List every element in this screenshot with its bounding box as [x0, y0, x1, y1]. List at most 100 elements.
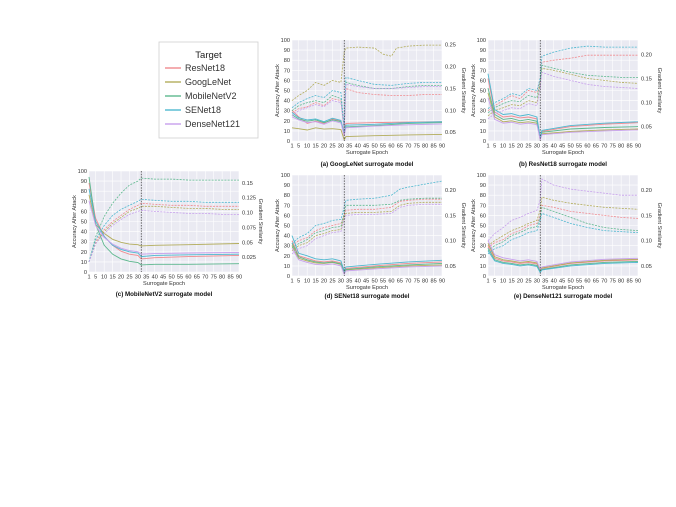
ytick-left: 100	[477, 38, 486, 44]
xtick: 40	[152, 275, 158, 281]
series-similarity-densenet121	[487, 240, 639, 271]
xtick: 15	[508, 279, 514, 285]
xtick: 50	[371, 279, 377, 285]
ytick-left: 20	[81, 250, 87, 256]
legend-label-mobilenetv2: MobileNetV2	[185, 91, 237, 101]
xtick: 85	[430, 279, 436, 285]
xtick: 1	[486, 279, 489, 285]
ytick-left: 70	[81, 199, 87, 205]
ytick-left: 0	[483, 139, 486, 145]
xtick: 60	[185, 275, 191, 281]
panel-caption: (b) ResNet18 surrogate model	[519, 161, 607, 168]
xlabel: Surrogate Epoch	[143, 281, 185, 287]
xtick: 80	[422, 144, 428, 150]
series-similarity-mobilenetv2	[291, 243, 443, 275]
xtick: 10	[304, 144, 310, 150]
legend: Target ResNet18 GoogLeNet MobileNetV2 SENet…	[158, 41, 259, 139]
xtick: 30	[534, 279, 540, 285]
xtick: 40	[355, 144, 361, 150]
xtick: 35	[542, 279, 548, 285]
xtick: 65	[593, 144, 599, 150]
xtick: 30	[338, 279, 344, 285]
ytick-left: 10	[284, 129, 290, 135]
ytick-left: 60	[480, 213, 486, 219]
xtick: 45	[363, 144, 369, 150]
series-accuracy-senet18	[88, 198, 239, 263]
ytick-left: 60	[81, 209, 87, 215]
series-accuracy-resnet18	[487, 204, 639, 249]
ytick-left: 80	[480, 193, 486, 199]
xtick: 70	[601, 279, 607, 285]
series-accuracy-resnet18	[487, 54, 638, 112]
xtick: 65	[194, 275, 200, 281]
ylabel-right: Gradient Similarity	[656, 203, 662, 249]
ytick-right: 0.10	[242, 211, 253, 217]
ytick-left: 90	[480, 48, 486, 54]
xtick: 75	[414, 279, 420, 285]
ytick-left: 60	[284, 78, 290, 84]
series-accuracy-googlenet	[291, 201, 442, 252]
ytick-left: 100	[281, 38, 290, 44]
ytick-left: 20	[480, 254, 486, 260]
series-similarity-senet18	[291, 235, 443, 273]
series-accuracy-densenet121	[487, 71, 639, 120]
ytick-right: 0.20	[641, 52, 652, 58]
xtick: 50	[168, 275, 174, 281]
xtick: 90	[635, 279, 641, 285]
xtick: 25	[525, 279, 531, 285]
ytick-left: 30	[480, 244, 486, 250]
ytick-left: 0	[287, 139, 290, 145]
series-similarity-googlenet	[487, 243, 639, 272]
ylabel-left: Accuracy After Attack	[72, 195, 78, 248]
xtick: 5	[493, 279, 496, 285]
series-similarity-mobilenetv2	[487, 87, 639, 139]
ytick-left: 90	[284, 183, 290, 189]
legend-label-senet18: SENet18	[185, 105, 221, 115]
series-similarity-mobilenetv2	[88, 176, 240, 266]
ytick-right: 0.15	[641, 76, 652, 82]
xtick: 70	[202, 275, 208, 281]
xlabel: Surrogate Epoch	[346, 285, 388, 291]
xtick: 35	[346, 144, 352, 150]
xtick: 75	[211, 275, 217, 281]
xtick: 55	[380, 279, 386, 285]
ytick-left: 40	[480, 234, 486, 240]
ytick-right: 0.025	[242, 255, 256, 261]
series-similarity-senet18	[291, 112, 443, 134]
xtick: 75	[610, 279, 616, 285]
series-similarity-resnet18	[291, 240, 443, 274]
xtick: 30	[338, 144, 344, 150]
xlabel: Surrogate Epoch	[346, 150, 388, 156]
series-similarity-googlenet	[291, 127, 443, 141]
ylabel-right: Gradient Similarity	[257, 199, 263, 245]
xtick: 70	[601, 144, 607, 150]
legend-frame	[158, 41, 259, 139]
series-similarity-googlenet	[291, 245, 443, 275]
xtick: 60	[388, 144, 394, 150]
ylabel-right: Gradient Similarity	[460, 203, 466, 249]
series-similarity-senet18	[487, 250, 639, 274]
ytick-right: 0.05	[242, 240, 253, 246]
series-similarity-googlenet	[88, 194, 240, 247]
ytick-left: 80	[81, 189, 87, 195]
ylabel-left: Accuracy After Attack	[275, 199, 281, 252]
ytick-left: 100	[78, 169, 87, 175]
xtick: 75	[414, 144, 420, 150]
xtick: 55	[177, 275, 183, 281]
xtick: 10	[304, 279, 310, 285]
xtick: 65	[593, 279, 599, 285]
ytick-left: 40	[284, 99, 290, 105]
ytick-left: 40	[284, 234, 290, 240]
ytick-right: 0.125	[242, 196, 256, 202]
ytick-left: 50	[480, 89, 486, 95]
ytick-left: 100	[477, 173, 486, 179]
ytick-right: 0.15	[242, 181, 253, 187]
ytick-left: 10	[284, 264, 290, 270]
xtick: 50	[567, 279, 573, 285]
ytick-left: 70	[284, 203, 290, 209]
ytick-left: 70	[480, 68, 486, 74]
xtick: 15	[312, 279, 318, 285]
